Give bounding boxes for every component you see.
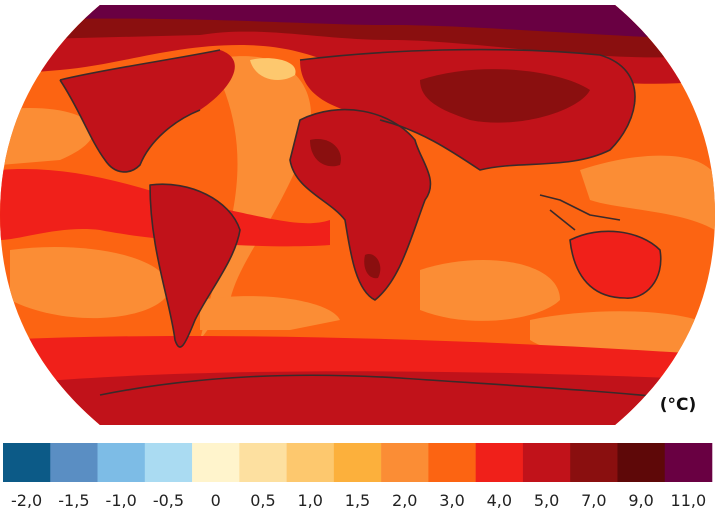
color-box — [428, 443, 476, 482]
tick-label: 2,0 — [392, 491, 417, 510]
color-box — [617, 443, 666, 482]
tick-label: 7,0 — [581, 491, 606, 510]
color-box — [97, 443, 146, 482]
color-box — [333, 443, 382, 482]
tick-label: 4,0 — [487, 491, 512, 510]
tick-label: 1,5 — [345, 491, 370, 510]
color-box — [381, 443, 429, 482]
color-box — [144, 443, 193, 482]
tick-label: -1,5 — [58, 491, 89, 510]
tick-label: 0,5 — [250, 491, 275, 510]
color-box — [475, 443, 524, 482]
unit-label: (°C) — [660, 395, 697, 415]
tick-label: -0,5 — [153, 491, 184, 510]
tick-label: -1,0 — [106, 491, 137, 510]
tick-label: 1,0 — [298, 491, 323, 510]
color-box — [522, 443, 571, 482]
color-box — [3, 443, 51, 482]
color-box — [664, 443, 713, 482]
color-box — [192, 443, 240, 482]
tick-label: -2,0 — [11, 491, 42, 510]
tick-label: 9,0 — [628, 491, 653, 510]
color-box — [239, 443, 287, 482]
tick-label: 11,0 — [671, 491, 707, 510]
color-box — [50, 443, 98, 482]
tick-label: 0 — [211, 491, 221, 510]
map — [0, 5, 715, 425]
tick-label: 3,0 — [439, 491, 464, 510]
tick-label: 5,0 — [534, 491, 559, 510]
color-box — [286, 443, 335, 482]
color-box — [570, 443, 618, 482]
